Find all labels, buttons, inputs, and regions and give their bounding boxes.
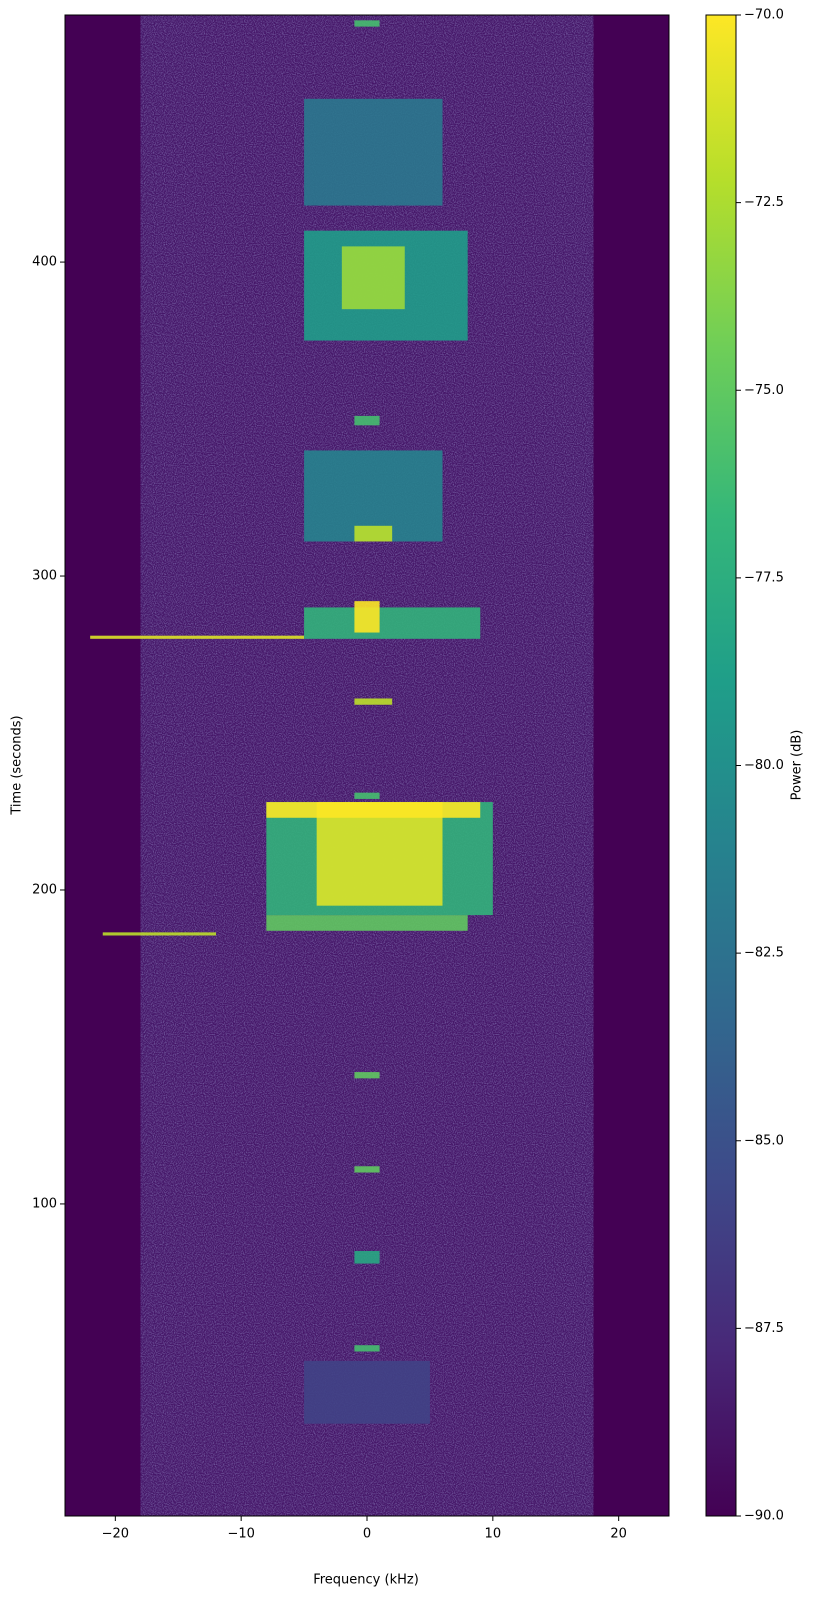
spectral-region: [102, 932, 216, 936]
x-tick-label: 0: [363, 1527, 371, 1542]
colorbar-tick-label: −77.5: [744, 570, 784, 585]
colorbar-tick-label: −87.5: [744, 1321, 784, 1336]
spectral-region: [354, 20, 380, 27]
spectral-region: [354, 792, 380, 799]
spectral-region: [354, 698, 393, 705]
x-axis-label: Frequency (kHz): [313, 1573, 419, 1588]
y-tick-label: 100: [32, 1196, 57, 1211]
spectral-region: [90, 635, 305, 639]
colorbar-tick-label: −70.0: [744, 8, 784, 23]
y-tick-label: 400: [32, 255, 57, 270]
spectral-region: [266, 802, 481, 818]
spectral-region: [354, 415, 380, 426]
colorbar-label: Power (dB): [790, 730, 805, 801]
spectral-region: [354, 525, 393, 542]
x-tick-label: −10: [227, 1527, 254, 1542]
colorbar-tick-label: −85.0: [744, 1133, 784, 1148]
x-tick-label: 20: [610, 1527, 627, 1542]
colorbar-tick-label: −82.5: [744, 946, 784, 961]
spectral-region: [266, 915, 468, 931]
x-tick-label: 10: [485, 1527, 502, 1542]
colorbar-tick-label: −72.5: [744, 195, 784, 210]
colorbar-tick-label: −90.0: [744, 1509, 784, 1524]
colorbar-tick-label: −80.0: [744, 758, 784, 773]
spectral-region: [341, 246, 405, 310]
spectral-region: [304, 98, 443, 206]
spectral-region: [304, 607, 481, 639]
spectral-region: [304, 1360, 430, 1424]
y-axis-label: Time (seconds): [10, 715, 25, 815]
spectral-region: [354, 1251, 380, 1264]
colorbar: [705, 14, 737, 1517]
y-tick-label: 300: [32, 569, 57, 584]
plot-area: [64, 14, 670, 1517]
spectral-region: [316, 802, 443, 906]
y-tick-label: 200: [32, 882, 57, 897]
x-tick-label: −20: [102, 1527, 129, 1542]
spectral-region: [354, 1072, 380, 1079]
spectral-region: [354, 601, 380, 633]
colorbar-tick-label: −75.0: [744, 383, 784, 398]
spectral-region: [354, 1345, 380, 1352]
spectral-region: [354, 1166, 380, 1173]
